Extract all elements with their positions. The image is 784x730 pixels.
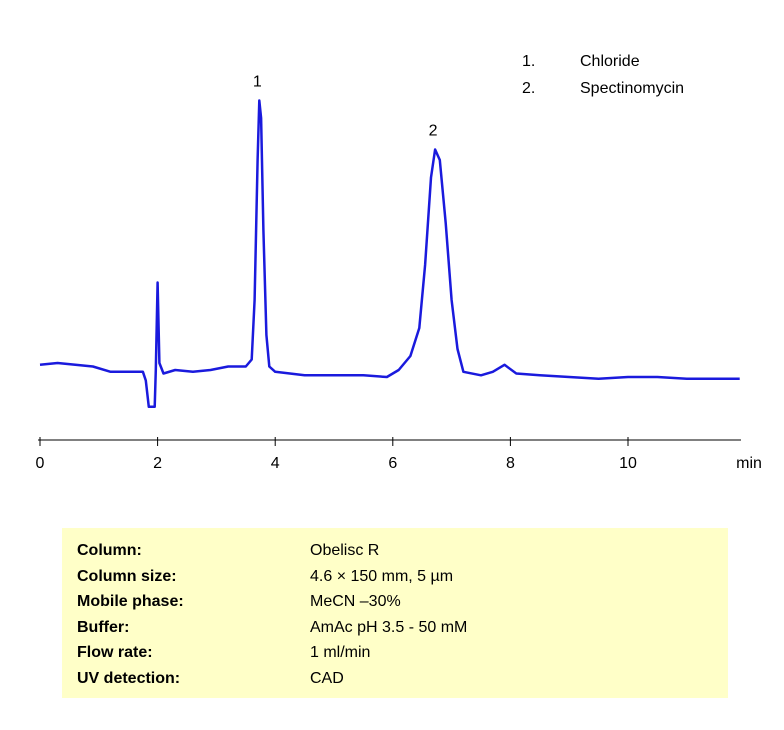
conditions-box: Column: Obelisc R Column size: 4.6 × 150 mm…: [62, 528, 728, 698]
condition-value: MeCN –30%: [310, 593, 401, 610]
condition-value: 4.6 × 150 mm, 5 µm: [310, 567, 454, 585]
legend-name: Spectinomycin: [580, 80, 684, 97]
x-axis-label: min: [736, 455, 762, 472]
legend-number: 1.: [522, 53, 535, 70]
x-tick-label: 6: [388, 455, 397, 472]
peak-label: 1: [253, 74, 262, 91]
chart: 0 2 4 6 8 10 min 1 2 1. Chloride 2. Spectinomycin: [36, 53, 762, 472]
peak-label: 2: [429, 123, 438, 140]
condition-label: Mobile phase:: [77, 593, 184, 610]
condition-label: Column:: [77, 542, 142, 559]
condition-label: Column size:: [77, 567, 177, 585]
condition-value: CAD: [310, 669, 344, 687]
x-tick-label: 2: [153, 455, 162, 472]
x-tick-label: 8: [506, 455, 515, 472]
condition-value: AmAc pH 3.5 - 50 mM: [310, 618, 468, 636]
condition-value: 1 ml/min: [310, 644, 371, 661]
condition-value: Obelisc R: [310, 542, 380, 559]
signal-line: [39, 99, 740, 409]
condition-label: UV detection:: [77, 669, 181, 687]
x-tick-label: 10: [619, 455, 637, 472]
legend-number: 2.: [522, 80, 535, 97]
x-tick-label: 0: [36, 455, 45, 472]
condition-label: Flow rate:: [77, 644, 153, 661]
x-tick-label: 4: [271, 455, 280, 472]
legend-name: Chloride: [580, 53, 640, 70]
condition-label: Buffer:: [77, 618, 130, 636]
